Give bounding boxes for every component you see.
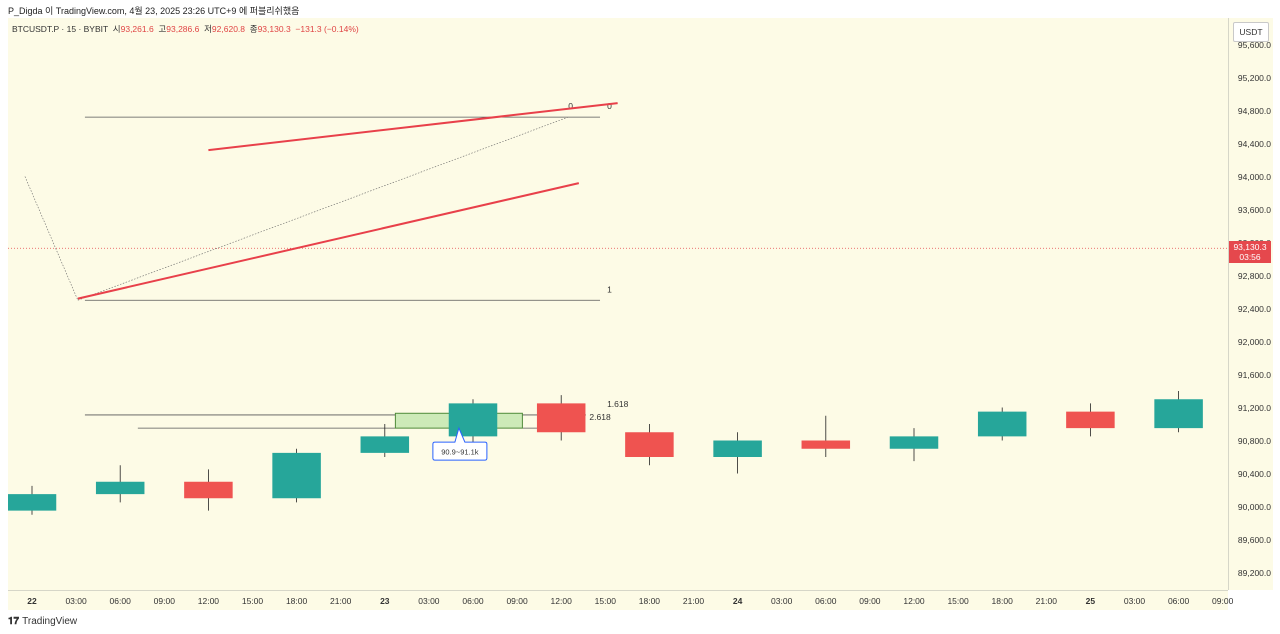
legend-low-label: 저 — [204, 24, 212, 34]
time-tick-label: 03:00 — [771, 596, 793, 606]
fib-level-label: 1.618 — [607, 399, 629, 409]
candle-body — [801, 440, 851, 449]
time-tick-label: 24 — [732, 596, 743, 606]
price-tick-label: 92,000.0 — [1237, 336, 1271, 347]
wedge-upper-line — [208, 102, 618, 152]
time-tick-label: 15:00 — [947, 596, 969, 606]
price-tick-label: 94,400.0 — [1237, 138, 1271, 149]
candle-body — [1066, 411, 1115, 429]
footer: 𝟏𝟕 TradingView — [0, 610, 1280, 634]
fib-trend-line — [24, 176, 79, 301]
candle-body — [184, 481, 233, 499]
price-tick-label: 95,200.0 — [1237, 72, 1271, 83]
price-tick-label: 89,200.0 — [1237, 567, 1271, 578]
legend-close: 93,130.3 — [257, 24, 291, 34]
fib-level-label-left: 0 — [568, 101, 573, 111]
price-tick-label: 92,800.0 — [1237, 270, 1271, 281]
time-tick-label: 18:00 — [638, 596, 661, 606]
legend-close-label: 종 — [249, 24, 258, 34]
time-tick-label: 25 — [1085, 596, 1096, 606]
time-tick-label: 03:00 — [65, 596, 87, 606]
price-tick-label: 93,600.0 — [1237, 204, 1271, 215]
fib-trend-line — [77, 116, 569, 301]
price-chart[interactable]: 0 0 1 1.618 2.618 90.9~91.1k — [8, 18, 1228, 590]
price-axis[interactable]: USDT 95,600.0 95,200.0 94,800.0 94,400.0 94,… — [1228, 18, 1273, 590]
candle-body — [360, 436, 410, 453]
time-tick-label: 09:00 — [1212, 596, 1234, 606]
time-tick-label: 21:00 — [1035, 596, 1057, 606]
publish-header: P_Digda 이 TradingView.com, 4월 23, 2025 2… — [0, 0, 1280, 18]
time-tick-label: 21:00 — [330, 596, 352, 606]
candle-body — [625, 432, 674, 457]
chart-area[interactable]: 0 0 1 1.618 2.618 90.9~91.1k BTCUSDT.P · 15 ·… — [8, 18, 1228, 590]
legend-high: 93,286.6 — [166, 24, 200, 34]
candle-body — [272, 452, 321, 499]
time-tick-label: 09:00 — [506, 596, 528, 606]
legend-symbol: BTCUSDT.P · 15 · BYBIT — [12, 24, 109, 34]
candle-body — [536, 403, 586, 433]
target-callout-bubble — [432, 426, 488, 461]
current-price-tag: 93,130.3 03:56 — [1229, 241, 1271, 263]
time-tick-label: 06:00 — [815, 596, 837, 606]
current-price-value: 93,130.3 — [1233, 242, 1267, 252]
symbol-legend: BTCUSDT.P · 15 · BYBIT 시93,261.6 고93,286… — [12, 23, 359, 35]
tradingview-logo[interactable]: 𝟏𝟕 TradingView — [8, 616, 77, 627]
time-tick-label: 15:00 — [241, 596, 264, 606]
publish-attribution: P_Digda 이 TradingView.com, 4월 23, 2025 2… — [8, 6, 300, 16]
time-tick-label: 22 — [27, 596, 37, 606]
price-tick-label: 92,400.0 — [1237, 303, 1271, 314]
fib-level-label: 0 — [607, 101, 612, 111]
candle-body — [8, 494, 57, 511]
time-tick-label: 06:00 — [462, 596, 484, 606]
price-tick-label: 95,600.0 — [1237, 39, 1271, 50]
price-tick-label: 94,800.0 — [1237, 105, 1271, 116]
time-tick-label: 09:00 — [859, 596, 881, 606]
time-tick-label: 23 — [380, 596, 390, 606]
time-tick-label: 06:00 — [1167, 596, 1190, 606]
candle-body — [713, 440, 762, 457]
time-tick-label: 03:00 — [1123, 596, 1146, 606]
legend-open-label: 시 — [112, 24, 121, 34]
legend-low: 92,620.8 — [211, 24, 246, 34]
candle-body — [1154, 399, 1203, 429]
legend-open: 93,261.6 — [120, 24, 154, 34]
price-tick-label: 90,400.0 — [1237, 468, 1271, 479]
price-tick-label: 89,600.0 — [1237, 534, 1271, 545]
time-axis[interactable]: 22 03:00 06:00 09:00 12:00 15:00 18:00 21:00 23 0… — [8, 590, 1233, 611]
time-tick-label: 18:00 — [285, 596, 308, 606]
price-tick-label: 94,000.0 — [1237, 171, 1271, 182]
wedge-lower-line — [77, 182, 580, 300]
bar-countdown: 03:56 — [1239, 252, 1261, 262]
tradingview-logo-icon: 𝟏𝟕 — [8, 616, 20, 627]
legend-high-label: 고 — [158, 24, 167, 34]
currency-selector[interactable]: USDT — [1233, 22, 1269, 42]
target-callout-label: 90.9~91.1k — [441, 448, 479, 457]
legend-change: −131.3 (−0.14%) — [295, 24, 359, 34]
time-tick-label: 12:00 — [197, 596, 220, 606]
time-tick-label: 15:00 — [594, 596, 616, 606]
price-tick-label: 90,800.0 — [1237, 435, 1271, 446]
price-tick-label: 90,000.0 — [1237, 501, 1271, 512]
time-tick-label: 09:00 — [153, 596, 175, 606]
candle-body — [95, 481, 145, 495]
candle-body — [977, 411, 1027, 437]
price-tick-label: 91,600.0 — [1237, 369, 1271, 380]
tradingview-brand: TradingView — [22, 616, 78, 627]
fib-level-label: 1 — [607, 284, 612, 294]
fib-level-label: 2.618 — [589, 412, 611, 422]
price-tick-label: 91,200.0 — [1237, 402, 1271, 413]
time-tick-label: 12:00 — [550, 596, 572, 606]
time-tick-label: 06:00 — [109, 596, 131, 606]
time-tick-label: 21:00 — [682, 596, 705, 606]
time-tick-label: 18:00 — [991, 596, 1013, 606]
time-tick-label: 12:00 — [903, 596, 925, 606]
time-tick-label: 03:00 — [418, 596, 440, 606]
candle-body — [889, 436, 939, 449]
candle-body — [448, 403, 498, 437]
